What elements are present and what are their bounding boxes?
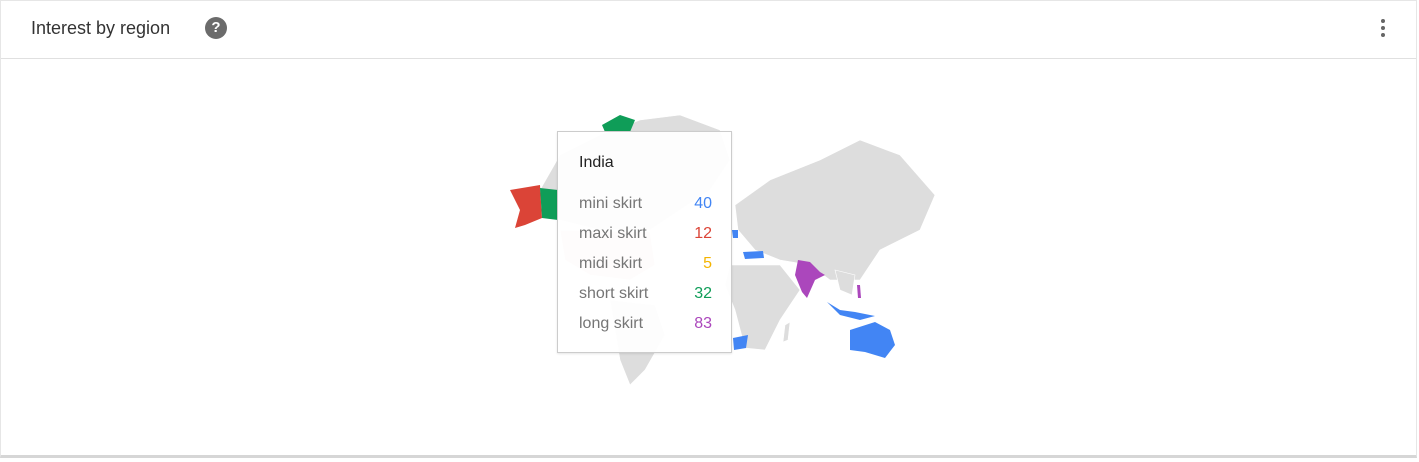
tooltip-row: long skirt 83 [579, 315, 712, 333]
region-south-africa[interactable] [733, 335, 748, 350]
region-yukon[interactable] [540, 188, 558, 220]
tooltip-row-value: 5 [703, 255, 712, 272]
tooltip-row: short skirt 32 [579, 285, 712, 303]
region-australia[interactable] [850, 322, 895, 358]
region-uk[interactable] [732, 230, 738, 238]
question-circle-icon[interactable]: ? [205, 17, 227, 39]
region-greenland[interactable] [602, 115, 635, 132]
tooltip-row-label: long skirt [579, 315, 644, 332]
region-tooltip: India mini skirt 40 maxi skirt 12 midi s… [557, 131, 732, 353]
region-alaska[interactable] [510, 185, 542, 228]
card-title: Interest by region [31, 18, 171, 38]
region-eurasia[interactable] [734, 139, 936, 281]
region-india[interactable] [795, 260, 825, 298]
tooltip-row-label: maxi skirt [579, 225, 647, 242]
tooltip-row: mini skirt 40 [579, 195, 712, 213]
tooltip-region-name: India [579, 154, 614, 171]
card-header: Interest by region ? [1, 1, 1416, 59]
tooltip-row-value: 32 [694, 285, 712, 302]
more-vert-icon[interactable] [1373, 17, 1393, 41]
tooltip-row-label: mini skirt [579, 195, 643, 212]
region-africa[interactable] [724, 264, 801, 351]
tooltip-row-value: 83 [694, 315, 712, 332]
region-turkey[interactable] [743, 251, 764, 259]
region-se-asia[interactable] [834, 269, 856, 296]
region-indonesia[interactable] [827, 302, 875, 320]
tooltip-row-value: 12 [694, 225, 712, 242]
region-madagascar[interactable] [782, 321, 791, 343]
tooltip-row-value: 40 [694, 195, 712, 212]
region-philippines[interactable] [857, 285, 861, 298]
tooltip-row: maxi skirt 12 [579, 225, 712, 243]
colored-regions [510, 115, 895, 358]
tooltip-row-label: midi skirt [579, 255, 643, 272]
tooltip-row: midi skirt 5 [579, 255, 712, 273]
tooltip-row-label: short skirt [579, 285, 649, 302]
